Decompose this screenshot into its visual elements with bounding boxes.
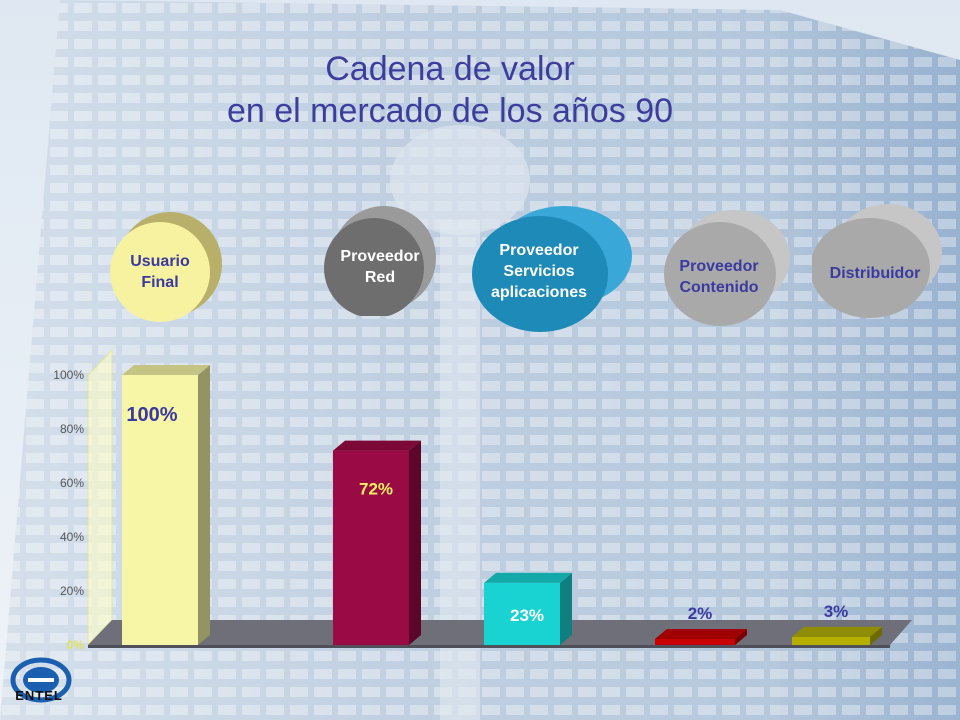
bar-side — [409, 440, 421, 645]
bar — [122, 365, 210, 645]
y-tick-label: 40% — [60, 530, 84, 544]
stage-label: Proveedor Servicios aplicaciones — [490, 241, 588, 301]
bar — [792, 626, 882, 645]
logo-wordmark: ENTEL — [15, 688, 63, 703]
value-label: 3% — [824, 602, 849, 621]
bar-front — [792, 636, 870, 645]
bar-side — [560, 572, 572, 645]
page-title: Cadena de valor en el mercado de los año… — [120, 48, 780, 132]
bar-front — [333, 450, 409, 645]
y-tick-label: 60% — [60, 476, 84, 490]
value-label: 72% — [359, 480, 393, 499]
bar-side — [735, 629, 747, 645]
y-tick-label: 0% — [67, 638, 85, 652]
title-line-2: en el mercado de los años 90 — [226, 92, 674, 130]
value-label: 100% — [126, 404, 177, 426]
bar — [655, 629, 747, 645]
stage-label: Usuario Final — [130, 253, 190, 291]
bar-side — [870, 626, 882, 645]
bar — [333, 440, 421, 645]
bars — [122, 365, 882, 645]
y-tick-labels: 0% 20% 40% 60% 80% 100% — [53, 368, 84, 652]
bar-front — [484, 582, 560, 645]
y-tick-label: 20% — [60, 584, 84, 598]
value-label: 23% — [510, 606, 544, 625]
y-axis-wall — [87, 348, 113, 647]
bar-top — [333, 440, 421, 451]
stage-label: Proveedor Red — [340, 248, 420, 286]
value-share-chart: 0% 20% 40% 60% 80% 100% 100% 72% 23% 2% 3% — [53, 348, 912, 652]
value-labels: 100% 72% 23% 2% 3% — [126, 404, 848, 625]
stage-disc-usuario-final: Usuario Final — [108, 212, 222, 322]
stage-disc-proveedor-red: Proveedor Red — [322, 206, 436, 316]
stage-disc-distribuidor: Distribuidor — [812, 204, 942, 318]
bar-top — [484, 572, 572, 583]
stage-disc-proveedor-servicios: Proveedor Servicios aplicaciones — [472, 206, 632, 332]
bar-front — [655, 639, 735, 645]
entel-logo — [10, 657, 72, 703]
y-tick-label: 80% — [60, 422, 84, 436]
bar-top — [792, 626, 882, 637]
stage-label: Distribuidor — [829, 264, 921, 282]
bar-front — [122, 375, 198, 645]
stage-disc-proveedor-contenido: Proveedor Contenido — [664, 210, 790, 326]
bar-top — [655, 629, 747, 639]
bar — [484, 572, 572, 645]
chart-floor-edge — [88, 645, 890, 648]
bar-side — [198, 365, 210, 645]
y-tick-label: 100% — [53, 368, 84, 382]
value-label: 2% — [688, 604, 713, 623]
stage-label: Proveedor Contenido — [679, 258, 759, 296]
title-line-1: Cadena de valor — [325, 50, 575, 88]
bar-top — [122, 365, 210, 375]
